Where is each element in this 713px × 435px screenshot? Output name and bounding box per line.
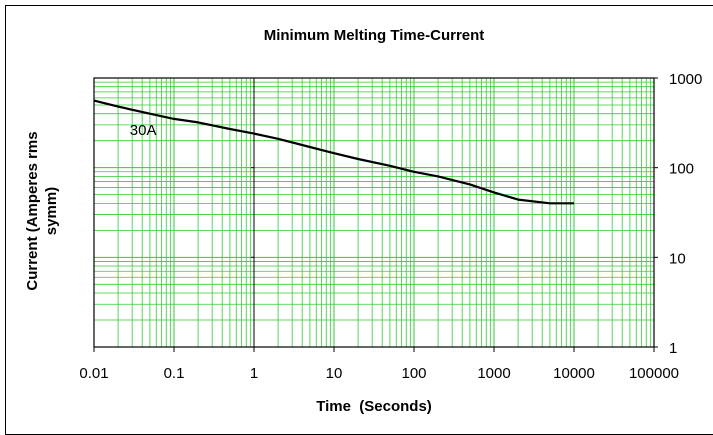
x-tick-label: 0.01 <box>79 365 108 382</box>
y-tick-label: 1 <box>669 340 677 357</box>
chart-plot: 0.01 0.1 1 10 100 1000 10000 100000 1000 100 10 1 30… <box>79 71 702 382</box>
y-tick-label: 10 <box>669 250 686 267</box>
x-tick-label: 1 <box>250 365 258 382</box>
y-tick-label: 1000 <box>669 71 702 88</box>
x-tick-label: 0.1 <box>164 365 185 382</box>
x-tick-label: 10 <box>326 365 343 382</box>
x-tick-label: 100 <box>401 365 426 382</box>
x-axis-label: Time (Seconds) <box>316 398 432 415</box>
x-tick-label: 10000 <box>553 365 595 382</box>
chart-title: Minimum Melting Time-Current <box>263 27 485 44</box>
plot-area-border <box>93 77 655 348</box>
y-tick-label: 100 <box>669 161 694 178</box>
x-tick-label: 1000 <box>477 365 510 382</box>
series-label: 30A <box>130 122 157 139</box>
series-line-30A <box>93 99 574 205</box>
x-tick-label: 100000 <box>629 365 679 382</box>
